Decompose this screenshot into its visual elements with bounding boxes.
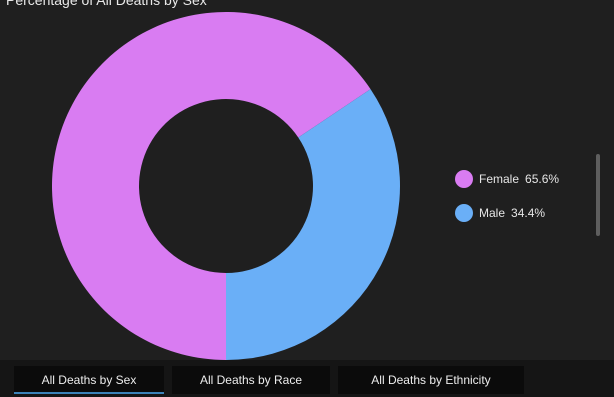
legend-swatch-male — [455, 204, 473, 222]
legend-label-male: Male — [479, 206, 506, 220]
tab-all-deaths-by-ethnicity[interactable]: All Deaths by Ethnicity — [338, 366, 524, 394]
chart-title: Percentage of All Deaths by Sex — [6, 0, 207, 8]
legend-item-female[interactable]: Female 65.6% — [455, 168, 559, 190]
chart-legend: Female 65.6% Male 34.4% — [455, 168, 559, 236]
legend-value-male: 34.4% — [511, 206, 546, 220]
tab-bar: All Deaths by Sex All Deaths by Race All… — [0, 360, 614, 397]
donut-chart — [52, 12, 400, 360]
legend-item-male[interactable]: Male 34.4% — [455, 202, 559, 224]
tab-all-deaths-by-sex[interactable]: All Deaths by Sex — [14, 366, 164, 394]
legend-swatch-female — [455, 170, 473, 188]
tab-all-deaths-by-race[interactable]: All Deaths by Race — [172, 366, 330, 394]
legend-value-female: 65.6% — [525, 172, 560, 186]
chart-panel: Percentage of All Deaths by Sex Female 6… — [6, 0, 600, 360]
legend-label-female: Female — [479, 172, 520, 186]
donut-slice-male[interactable] — [226, 89, 400, 360]
legend-scrollbar[interactable] — [596, 154, 600, 236]
donut-slice-female[interactable] — [52, 12, 371, 360]
